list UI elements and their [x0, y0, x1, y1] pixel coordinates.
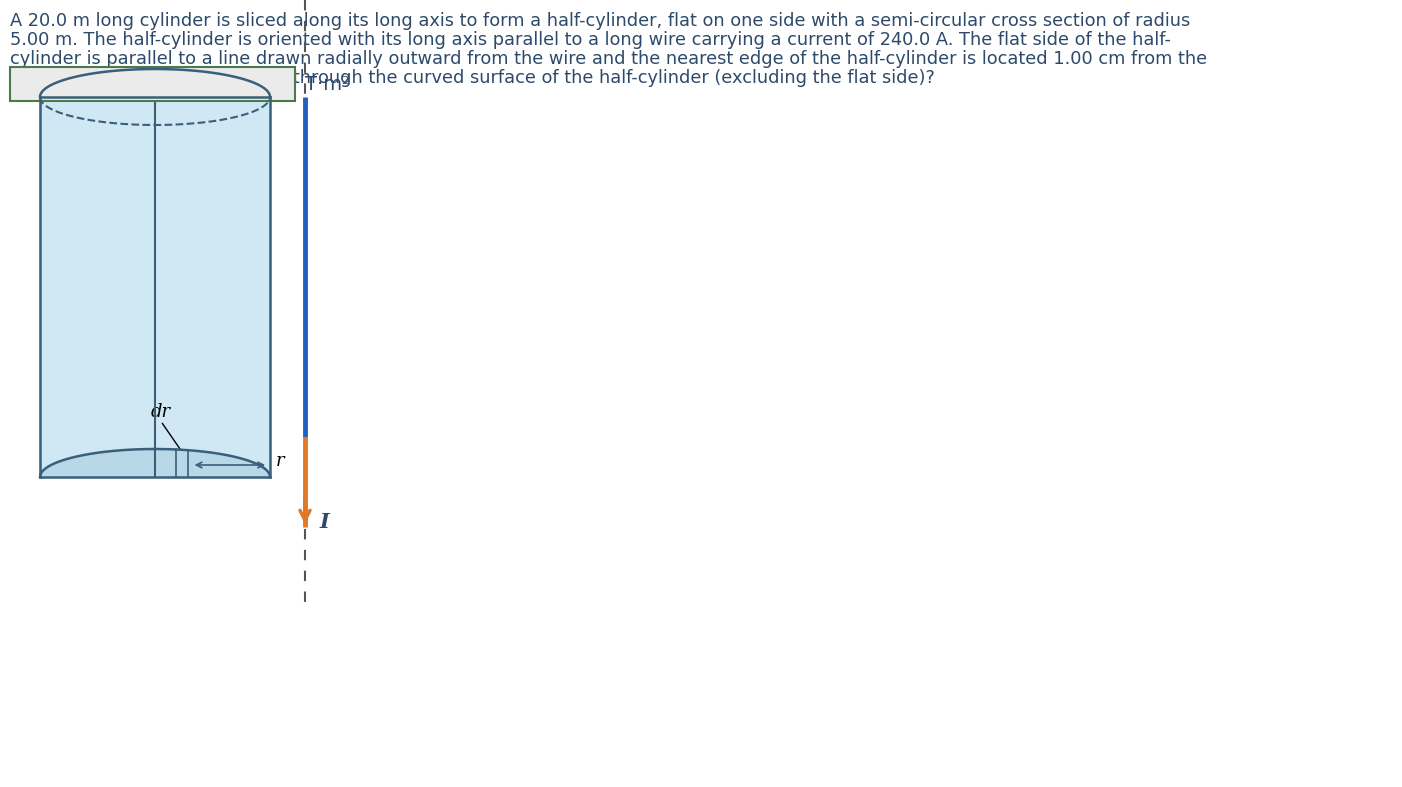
- Polygon shape: [41, 97, 271, 477]
- Text: cylinder is parallel to a line drawn radially outward from the wire and the near: cylinder is parallel to a line drawn rad…: [10, 50, 1207, 68]
- Text: dr: dr: [150, 403, 171, 421]
- Text: r: r: [276, 452, 285, 470]
- Text: T·m²: T·m²: [306, 75, 350, 94]
- Text: wire. What is the magnetic flux through the curved surface of the half-cylinder : wire. What is the magnetic flux through …: [10, 69, 935, 87]
- Bar: [10, 67, 294, 101]
- Text: 5.00 m. The half-cylinder is oriented with its long axis parallel to a long wire: 5.00 m. The half-cylinder is oriented wi…: [10, 31, 1171, 49]
- Text: A 20.0 m long cylinder is sliced along its long axis to form a half-cylinder, fl: A 20.0 m long cylinder is sliced along i…: [10, 12, 1190, 30]
- Polygon shape: [41, 69, 271, 477]
- Text: I: I: [320, 512, 328, 532]
- Polygon shape: [41, 449, 271, 477]
